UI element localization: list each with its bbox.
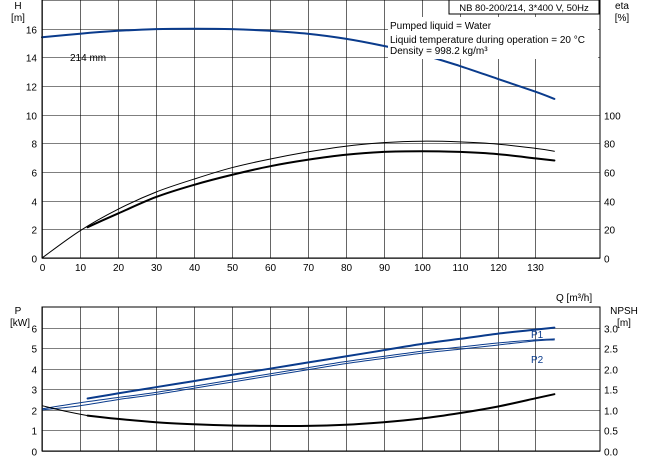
p-axis-unit: [kW]	[10, 318, 30, 329]
series-line-top-1	[41, 140, 555, 259]
npsh-axis-label: NPSH	[610, 306, 638, 317]
left-tick-label: 3	[31, 386, 37, 397]
info-box	[388, 17, 598, 59]
right-tick-label: 0.5	[604, 427, 618, 438]
q-axis-label: Q [m³/h]	[556, 293, 592, 304]
series-line-bottom-4	[41, 405, 89, 417]
left-tick-label: 4	[31, 198, 37, 209]
h-axis-label: H	[14, 1, 21, 12]
left-tick-label: 8	[31, 140, 37, 151]
x-tick-label: 50	[227, 263, 239, 274]
series-label-p1: P1	[531, 330, 544, 341]
x-tick-label: 30	[151, 263, 163, 274]
x-tick-label: 80	[341, 263, 353, 274]
right-tick-label: 60	[604, 169, 616, 180]
series-line-bottom-3	[86, 393, 556, 428]
bottom-plot-frame	[41, 306, 601, 452]
left-tick-label: 4	[31, 366, 37, 377]
right-tick-label: 2.5	[604, 345, 618, 356]
npsh-axis-unit: [m]	[617, 318, 631, 329]
eta-axis-unit: [%]	[615, 13, 630, 24]
right-tick-label: 1.5	[604, 386, 618, 397]
left-tick-label: 10	[26, 112, 38, 123]
right-tick-label: 40	[604, 198, 616, 209]
left-tick-label: 2	[31, 407, 37, 418]
left-tick-label: 16	[26, 26, 38, 37]
left-tick-label: 1	[31, 427, 37, 438]
left-tick-label: 0	[31, 448, 37, 459]
series-line-top-0	[41, 27, 556, 100]
eta-axis-label: eta	[615, 1, 629, 12]
right-tick-label: 0	[604, 255, 610, 266]
series-line-top-2	[86, 150, 556, 229]
h-axis-unit: [m]	[11, 13, 25, 24]
right-tick-label: 3.0	[604, 325, 618, 336]
series-line-bottom-1	[41, 338, 555, 410]
x-tick-label: 0	[40, 263, 46, 274]
series-group	[41, 27, 556, 428]
x-tick-label: 120	[490, 263, 507, 274]
top-plot-frame	[41, 0, 601, 259]
info-line-liquid: Pumped liquid = Water	[390, 21, 492, 32]
title-box	[448, 0, 600, 15]
impeller-diameter-label: 214 mm	[70, 53, 106, 64]
right-tick-label: 80	[604, 140, 616, 151]
left-tick-label: 2	[31, 226, 37, 237]
right-tick-label: 100	[604, 112, 621, 123]
x-tick-label: 20	[113, 263, 125, 274]
info-line-density: Density = 998.2 kg/m³	[390, 46, 488, 57]
left-tick-label: 6	[31, 169, 37, 180]
left-tick-label: 5	[31, 345, 37, 356]
x-tick-label: 90	[379, 263, 391, 274]
x-tick-label: 70	[303, 263, 315, 274]
right-tick-label: 20	[604, 226, 616, 237]
right-tick-label: 0.0	[604, 448, 618, 459]
x-tick-label: 10	[75, 263, 87, 274]
x-tick-label: 100	[414, 263, 431, 274]
right-tick-label: 1.0	[604, 407, 618, 418]
grid-lines	[42, 0, 600, 452]
x-tick-label: 40	[189, 263, 201, 274]
chart-title: NB 80-200/214, 3*400 V, 50Hz	[459, 3, 589, 14]
x-tick-label: 130	[527, 263, 544, 274]
series-line-bottom-2	[41, 339, 555, 411]
x-tick-label: 110	[453, 263, 469, 274]
left-tick-label: 14	[26, 54, 38, 65]
left-tick-label: 12	[26, 83, 38, 94]
left-tick-label: 0	[31, 255, 37, 266]
series-label-p2: P2	[531, 355, 544, 366]
info-line-temperature: Liquid temperature during operation = 20…	[390, 35, 585, 46]
right-tick-label: 2.0	[604, 366, 618, 377]
p-axis-label: P	[15, 306, 22, 317]
x-tick-label: 60	[265, 263, 277, 274]
series-line-bottom-0	[86, 326, 556, 400]
left-tick-label: 6	[31, 325, 37, 336]
